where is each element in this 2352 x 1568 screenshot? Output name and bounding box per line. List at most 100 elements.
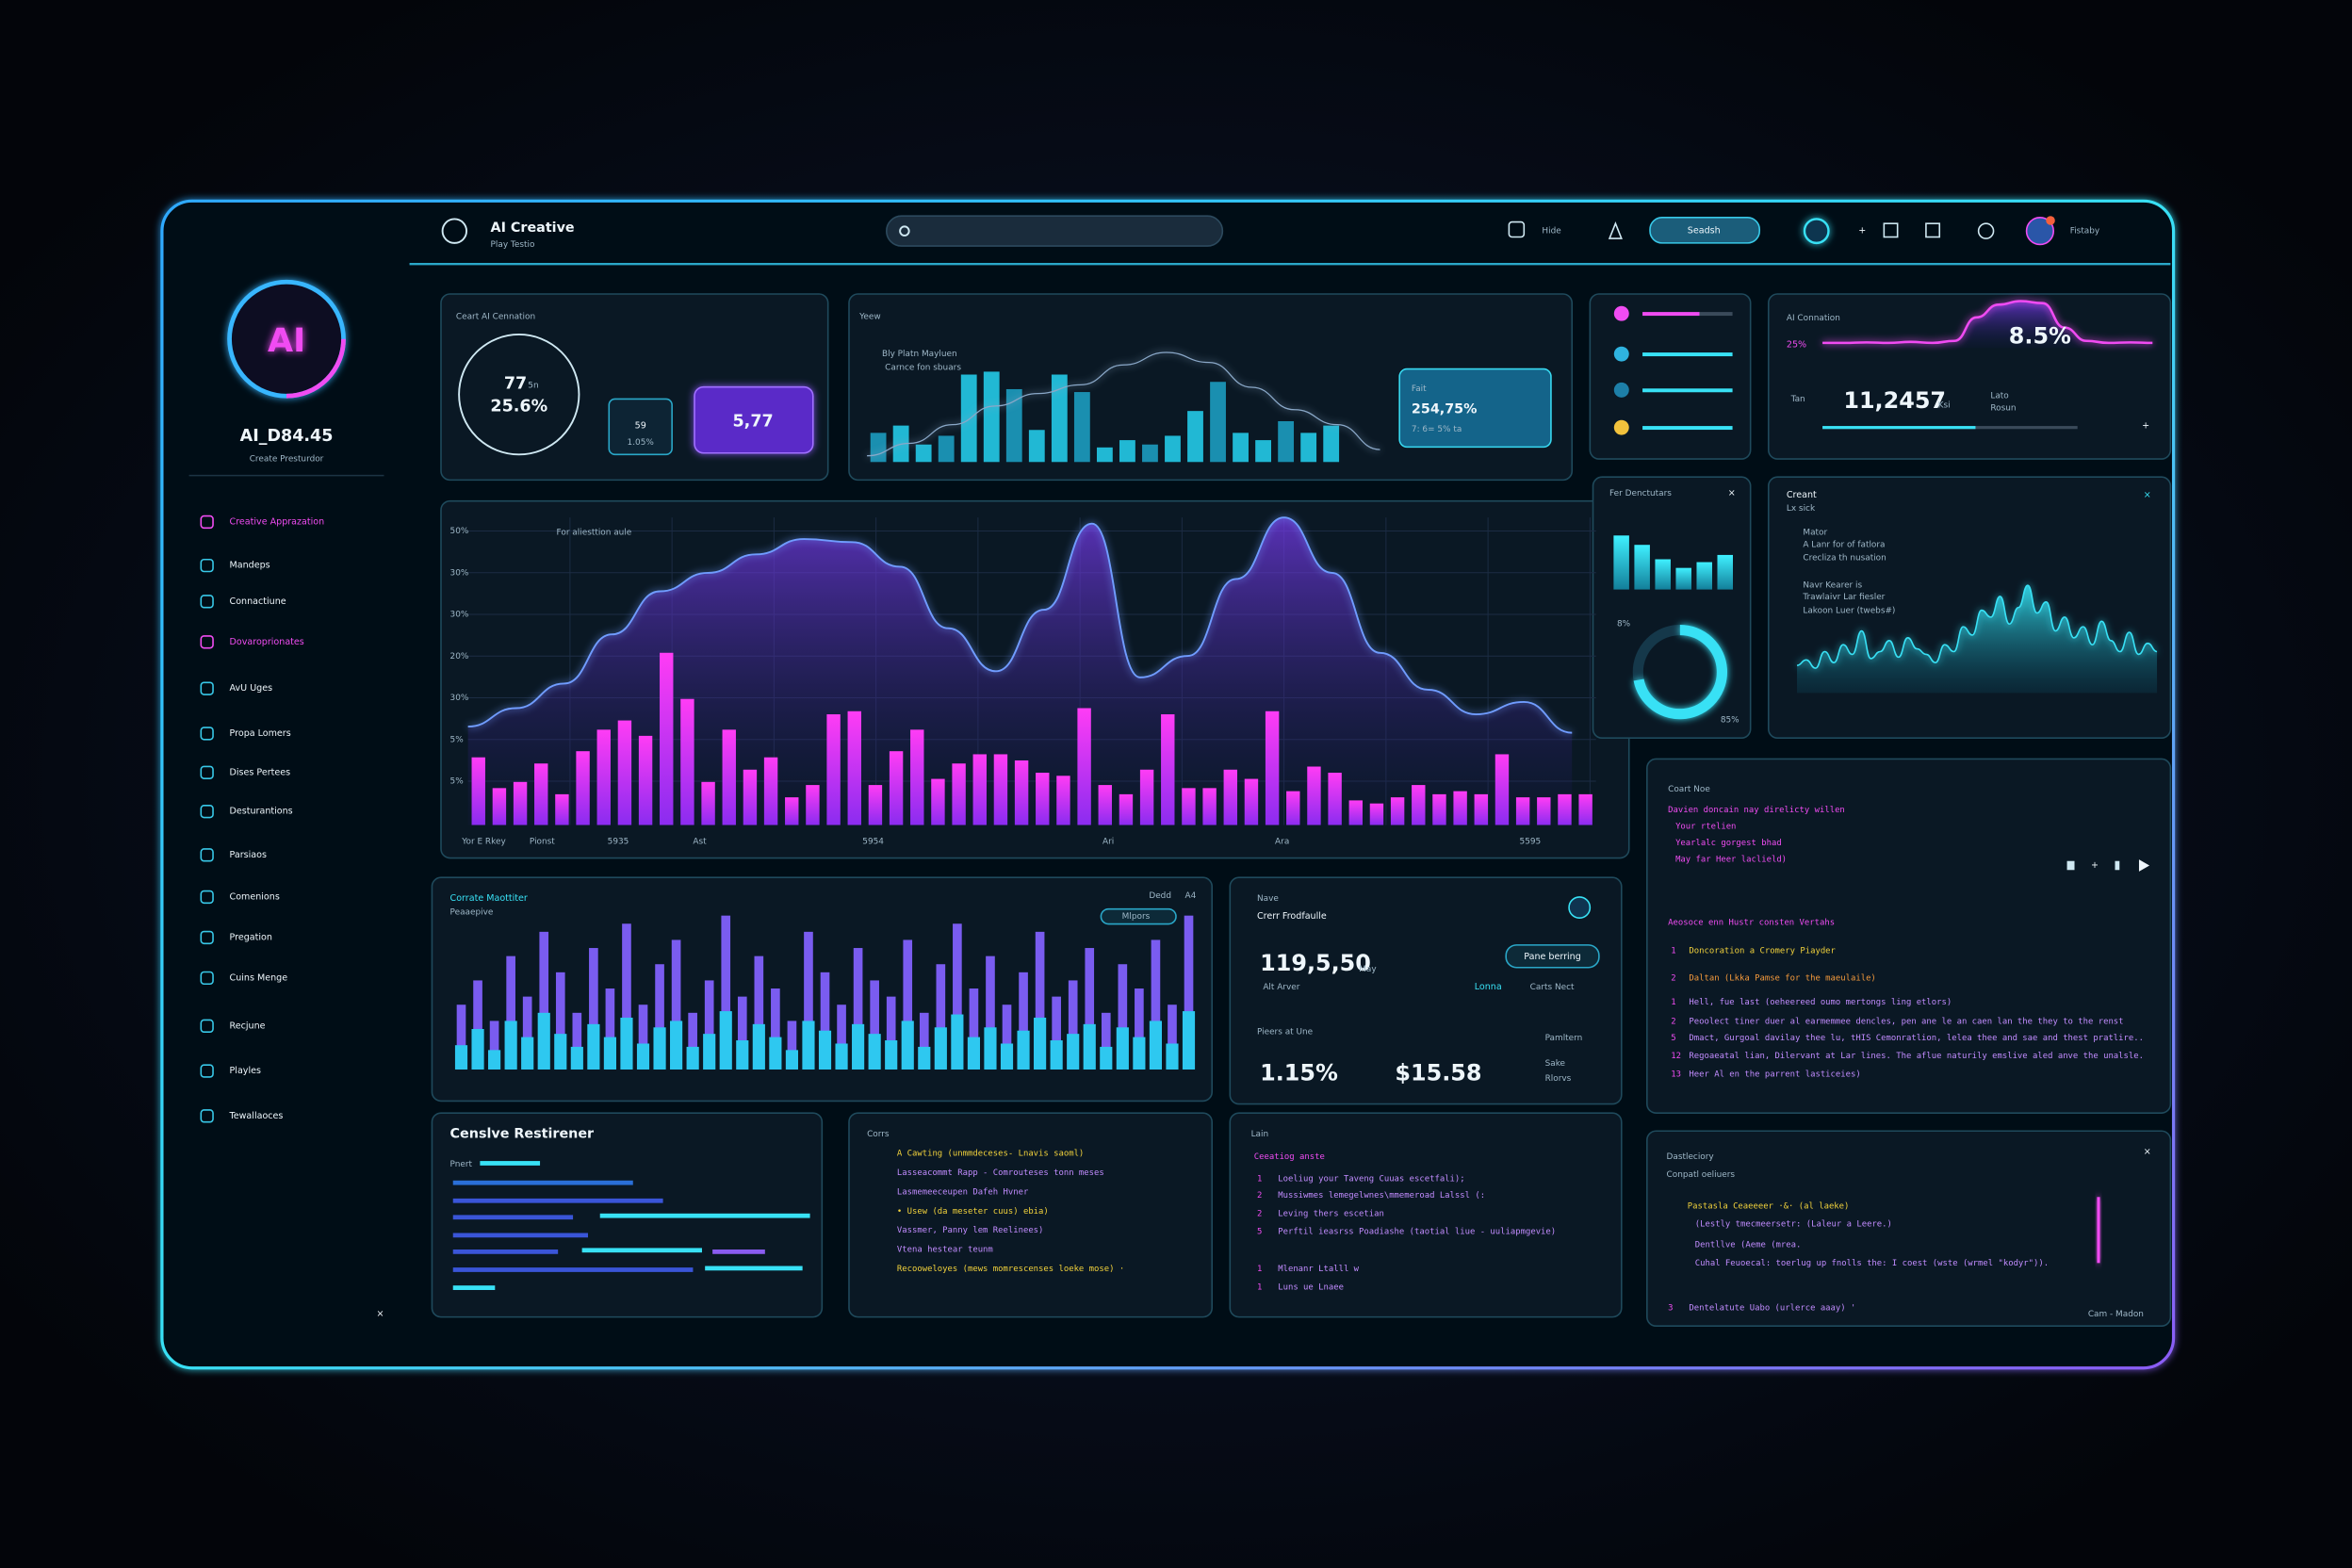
monitor-bar xyxy=(622,923,631,1070)
nav-item[interactable]: Parsiaos xyxy=(230,850,267,860)
monitor-bar xyxy=(737,996,747,1070)
card-subtitle: Crerr Frodfaulle xyxy=(1257,911,1327,922)
notes-card xyxy=(1646,758,2172,1114)
nav-item[interactable]: Propa Lomers xyxy=(230,728,291,739)
monitor-bar xyxy=(1166,1043,1179,1070)
close-button: × xyxy=(2144,1147,2151,1157)
directory-line: Dentllve (Aeme (mrea. xyxy=(1695,1241,1802,1250)
side-item: Sake xyxy=(1545,1059,1565,1069)
directory-card xyxy=(1646,1130,2172,1327)
main-bar xyxy=(1412,785,1426,825)
profile-icon[interactable] xyxy=(1803,218,1830,245)
user-avatar[interactable] xyxy=(2025,217,2055,246)
monitor-bar xyxy=(473,980,482,1070)
search-button[interactable] xyxy=(1649,217,1761,244)
nav-item[interactable]: Mandeps xyxy=(230,561,270,571)
side-title: Pamltern xyxy=(1545,1034,1583,1043)
bell-icon[interactable] xyxy=(1608,221,1623,239)
main-bar xyxy=(1202,788,1217,825)
clock-icon[interactable] xyxy=(1977,222,1995,239)
note-item: Doncoration a Cromery Piayder xyxy=(1689,947,1836,956)
toggle-label: Mlpors xyxy=(1122,912,1151,922)
search-box[interactable] xyxy=(885,215,1224,247)
nav-icon xyxy=(200,727,214,741)
nav-item[interactable]: Desturantions xyxy=(230,807,293,817)
stat-unit: Ksi xyxy=(1938,400,1951,410)
main-bar xyxy=(1348,800,1363,825)
main-bar xyxy=(763,757,778,825)
monitor-bar xyxy=(853,948,863,1070)
main-bar xyxy=(1474,793,1488,825)
toggle[interactable] xyxy=(1568,896,1592,920)
directory-line: Dentelatute Uabo (urlerce aaay) ' xyxy=(1689,1304,1855,1314)
card-title: Coart Noe xyxy=(1668,785,1710,794)
monitor-toggle[interactable] xyxy=(1100,907,1177,925)
view-bar xyxy=(1165,435,1181,463)
x-label: 5935 xyxy=(608,838,629,847)
monitor-bar xyxy=(903,939,913,1070)
monitor-bar xyxy=(835,1043,848,1070)
nav-item[interactable]: AvU Uges xyxy=(230,683,273,694)
nav-item[interactable]: Comenions xyxy=(230,891,280,902)
creant-area-area xyxy=(1797,585,2158,694)
nav-item[interactable]: Cuins Menge xyxy=(230,972,288,983)
chart-label: For aliesttion aule xyxy=(557,529,632,538)
stat-count: 11,2457 xyxy=(1843,387,1946,414)
monitor-bar xyxy=(769,1037,782,1070)
view-bar xyxy=(1119,440,1135,463)
y-label: 30% xyxy=(450,611,469,620)
script-line: Luns ue Lnaee xyxy=(1278,1282,1344,1292)
script-line: Loeliug your Taveng Cuuas escetfali); xyxy=(1278,1175,1464,1184)
small-percent: 1.05% xyxy=(628,438,654,448)
nav-item[interactable]: Dovaroprionates xyxy=(230,637,304,647)
main-bar xyxy=(1244,778,1259,825)
nav-icon xyxy=(200,930,214,945)
y-label: 30% xyxy=(450,568,469,578)
nav-item[interactable]: Recjune xyxy=(230,1021,266,1031)
nav-icon xyxy=(200,848,214,862)
ring-value: 77 xyxy=(504,375,527,394)
main-bar xyxy=(701,781,715,825)
lock-icon[interactable] xyxy=(1925,222,1941,238)
add-icon[interactable]: + xyxy=(1858,226,1866,237)
pill[interactable] xyxy=(1505,944,1600,969)
nav-item[interactable]: Pregation xyxy=(230,932,272,942)
note-item: Peoolect tiner duer al earmemmee dencles… xyxy=(1689,1018,2123,1027)
view-bar xyxy=(1233,433,1249,463)
view-bar xyxy=(1051,374,1068,463)
nav-icon xyxy=(200,514,214,530)
main-bar xyxy=(1098,785,1112,825)
sidebar-close: × xyxy=(377,1309,384,1319)
monitor-bar xyxy=(1050,1040,1063,1070)
view-bar xyxy=(1005,388,1022,463)
add-button: + xyxy=(2142,421,2149,432)
y-label: 20% xyxy=(450,652,469,662)
nav-item[interactable]: Tewallaoces xyxy=(229,1111,284,1121)
line-number: 3 xyxy=(1668,1304,1673,1314)
flag-icon[interactable] xyxy=(1883,222,1899,238)
hide-icon[interactable] xyxy=(1508,220,1526,238)
code-line: • Usew (da meseter cuus) ebia) xyxy=(897,1207,1049,1217)
progress-fill xyxy=(1822,426,1976,430)
monitor-bar xyxy=(670,1021,683,1070)
directory-line: Pastasla Ceaeeeer ·&· (al laeke) xyxy=(1688,1201,1850,1211)
monitor-bar xyxy=(721,915,731,1070)
view-bar xyxy=(870,433,887,463)
note-item: Regoaeatal lian, Dilervant at Lar lines.… xyxy=(1689,1052,2144,1061)
link: Carts Nect xyxy=(1530,983,1575,992)
view-bar xyxy=(1300,433,1317,463)
x-label: Ara xyxy=(1275,838,1289,847)
monitor-bar xyxy=(901,1021,914,1070)
nav-item[interactable]: Playles xyxy=(230,1066,261,1076)
main-bar xyxy=(660,652,674,825)
monitor-bar xyxy=(537,1012,550,1070)
monitor-bar xyxy=(1034,1017,1047,1070)
finance-price: $15.58 xyxy=(1395,1059,1481,1086)
nav-item[interactable]: Creative Apprazation xyxy=(230,516,325,527)
creant-line: Lakoon Luer (twebs#) xyxy=(1803,606,1895,615)
notification-dot xyxy=(2046,216,2055,225)
nav-item[interactable]: Connactiune xyxy=(230,596,286,607)
nav-item[interactable]: Dises Pertees xyxy=(230,767,291,777)
monitor-bar xyxy=(1118,964,1128,1070)
